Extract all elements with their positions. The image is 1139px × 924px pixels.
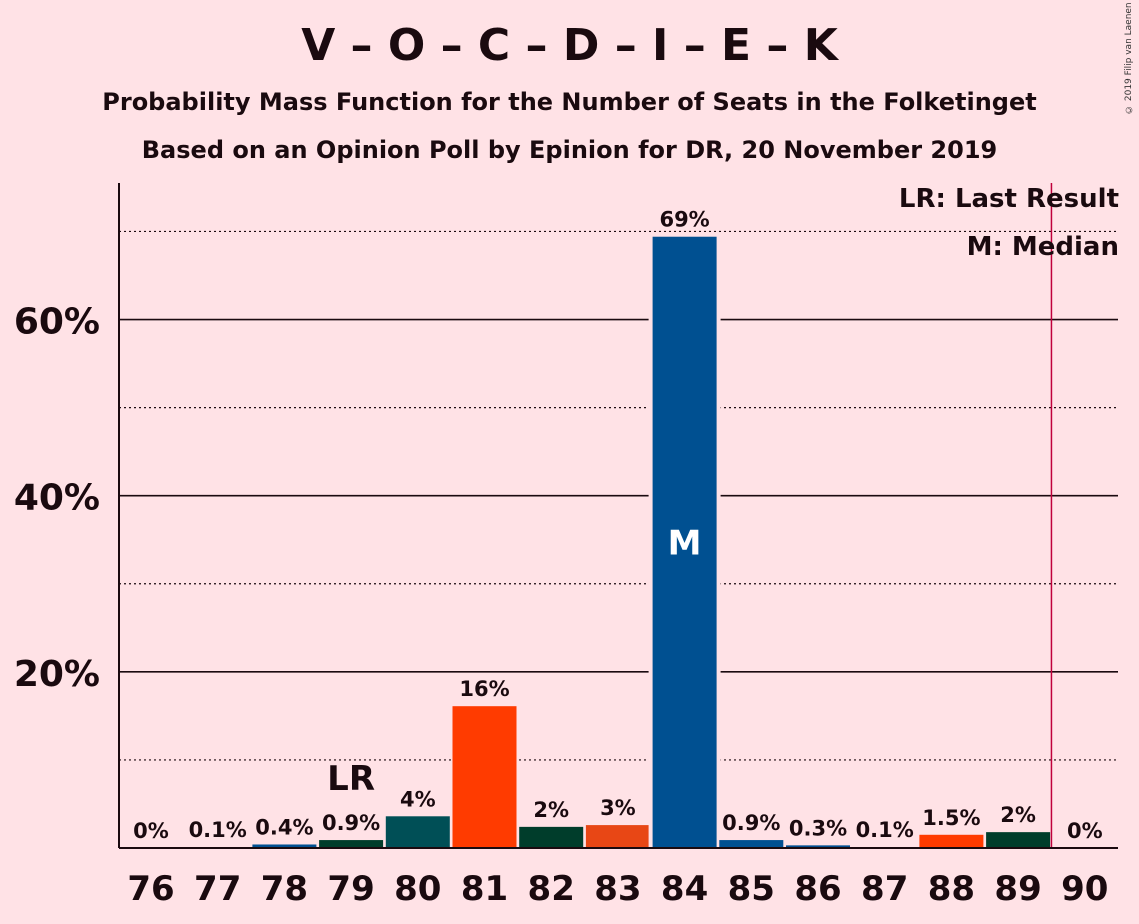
value-label: 69%	[659, 208, 709, 232]
chart-subtitle-1: Probability Mass Function for the Number…	[102, 88, 1037, 116]
x-tick-label: 76	[127, 869, 174, 909]
axis-layer: 20% 40% 60% 76 77 78 79 80 81 82 83 84 85 86 87 88 89 90	[14, 183, 1118, 909]
x-tick-label: 83	[594, 869, 641, 909]
bar	[385, 816, 450, 848]
x-tick-label: 90	[1061, 869, 1108, 909]
last-result-marker: LR	[327, 759, 375, 799]
bar	[519, 826, 584, 848]
x-tick-label: 81	[461, 869, 508, 909]
y-tick-label: 20%	[14, 654, 100, 695]
y-tick-label: 60%	[14, 302, 100, 343]
grid-layer	[119, 230, 1118, 761]
bar	[452, 706, 517, 848]
bar	[786, 845, 850, 848]
value-label: 0.9%	[322, 811, 380, 835]
x-tick-label: 77	[194, 869, 241, 909]
value-label: 0.3%	[789, 816, 847, 840]
value-label: 0.9%	[722, 811, 780, 835]
y-tick-label: 40%	[14, 478, 100, 519]
legend-median: M: Median	[966, 232, 1119, 262]
chart-title: V – O – C – D – I – E – K	[301, 20, 838, 71]
value-label: 0.4%	[255, 815, 313, 839]
chart-subtitle-2: Based on an Opinion Poll by Epinion for …	[141, 136, 998, 164]
x-tick-label: 88	[928, 869, 975, 909]
x-tick-label: 82	[528, 869, 575, 909]
bar	[319, 840, 384, 848]
value-label: 0.1%	[189, 818, 247, 842]
bar	[652, 236, 717, 849]
value-label: 0%	[133, 819, 169, 843]
x-tick-label: 84	[661, 869, 708, 909]
bar-layer	[185, 232, 1051, 849]
x-tick-label: 80	[394, 869, 441, 909]
value-label: 0%	[1067, 819, 1103, 843]
bar	[919, 834, 984, 848]
bar	[585, 825, 650, 848]
x-tick-label: 85	[728, 869, 775, 909]
value-label: 3%	[600, 796, 636, 820]
bar	[252, 844, 317, 848]
value-label: 2%	[533, 798, 569, 822]
bar	[986, 832, 1051, 848]
bar	[719, 840, 784, 848]
x-tick-label: 87	[861, 869, 908, 909]
value-label: 4%	[400, 787, 436, 811]
median-marker: M	[668, 524, 702, 564]
value-label: 0.1%	[856, 818, 914, 842]
value-label: 1.5%	[922, 806, 980, 830]
x-tick-label: 78	[261, 869, 308, 909]
value-label: 16%	[459, 677, 509, 701]
value-label: 2%	[1000, 803, 1036, 827]
x-tick-label: 79	[327, 869, 374, 909]
x-tick-label: 89	[994, 869, 1041, 909]
label-layer: 0% 0.1% 0.4% 0.9% LR 4% 16% 2% 3% 69% M 0.9% 0.3% 0.1…	[133, 208, 1102, 843]
legend-last-result: LR: Last Result	[898, 184, 1119, 214]
x-tick-label: 86	[794, 869, 841, 909]
